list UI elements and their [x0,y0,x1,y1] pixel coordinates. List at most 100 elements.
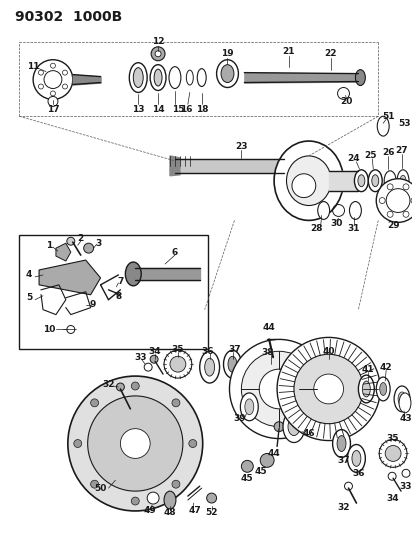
Ellipse shape [216,60,238,87]
Text: 39: 39 [233,414,245,423]
Ellipse shape [349,201,361,220]
Circle shape [378,198,384,204]
Text: 7: 7 [117,277,123,286]
Ellipse shape [133,68,143,87]
Text: 44: 44 [262,323,275,332]
Ellipse shape [396,170,408,192]
Circle shape [401,469,409,477]
Ellipse shape [273,141,343,220]
Text: 90302  1000B: 90302 1000B [15,10,122,24]
Circle shape [386,184,392,190]
Text: 34: 34 [148,347,161,356]
Text: 43: 43 [399,414,411,423]
Bar [19,235,207,349]
Circle shape [206,493,216,503]
Circle shape [291,174,315,198]
Circle shape [155,51,161,56]
Circle shape [229,340,328,439]
Circle shape [260,454,273,467]
Ellipse shape [186,70,193,85]
Circle shape [402,211,408,217]
Text: 24: 24 [346,155,359,164]
Text: 46: 46 [302,429,314,438]
Circle shape [259,369,298,409]
Ellipse shape [228,356,236,372]
Ellipse shape [221,64,233,83]
Ellipse shape [379,383,386,395]
Circle shape [74,440,81,448]
Text: 31: 31 [347,224,359,233]
Polygon shape [56,243,71,261]
Text: 27: 27 [395,147,407,156]
Ellipse shape [282,411,304,442]
Circle shape [131,497,139,505]
Text: 13: 13 [132,105,144,114]
Text: 36: 36 [351,469,364,478]
Circle shape [90,399,98,407]
Ellipse shape [397,392,405,406]
Ellipse shape [199,351,219,383]
Text: 15: 15 [171,105,184,114]
Circle shape [68,376,202,511]
Text: 29: 29 [386,221,399,230]
Circle shape [50,63,55,68]
Text: 16: 16 [179,105,192,114]
Ellipse shape [355,70,364,85]
Text: 53: 53 [397,119,409,128]
Circle shape [66,237,75,245]
Circle shape [147,492,159,504]
Text: 6: 6 [171,248,178,256]
Text: 35: 35 [386,434,399,443]
Circle shape [384,446,400,462]
Text: 48: 48 [163,508,176,518]
Circle shape [164,350,191,378]
Text: 52: 52 [205,508,217,518]
Text: 44: 44 [267,449,280,458]
Text: 10: 10 [43,325,55,334]
Text: 20: 20 [339,97,352,106]
Text: 1: 1 [46,241,52,249]
Circle shape [150,356,158,363]
Circle shape [387,472,395,480]
Text: 8: 8 [115,292,121,301]
Circle shape [171,399,180,407]
Circle shape [144,363,152,371]
Ellipse shape [169,67,180,88]
Circle shape [171,480,180,488]
Circle shape [410,198,413,204]
Ellipse shape [398,393,410,413]
Text: 19: 19 [221,49,233,58]
Text: 5: 5 [26,293,32,302]
Circle shape [241,461,253,472]
Text: 32: 32 [337,504,349,512]
Text: 50: 50 [94,483,107,492]
Circle shape [33,60,73,99]
Circle shape [88,396,183,491]
Text: 25: 25 [363,151,376,160]
Text: 51: 51 [381,112,394,121]
Ellipse shape [347,445,364,472]
Text: 21: 21 [282,47,294,56]
Text: 14: 14 [152,105,164,114]
Ellipse shape [336,435,345,451]
Ellipse shape [164,491,176,509]
Circle shape [276,337,379,441]
Circle shape [44,71,62,88]
Text: 37: 37 [228,345,240,354]
Ellipse shape [393,386,409,412]
Text: 45: 45 [240,474,253,483]
Text: 33: 33 [134,353,146,362]
Circle shape [273,422,283,432]
Circle shape [90,480,98,488]
Circle shape [38,84,43,89]
Text: 47: 47 [188,506,201,515]
Ellipse shape [125,262,141,286]
Ellipse shape [223,350,241,378]
Circle shape [293,354,363,424]
Ellipse shape [399,175,405,186]
Ellipse shape [383,171,395,191]
Ellipse shape [197,69,206,86]
Ellipse shape [358,375,373,403]
Text: 12: 12 [152,37,164,46]
Circle shape [386,211,392,217]
